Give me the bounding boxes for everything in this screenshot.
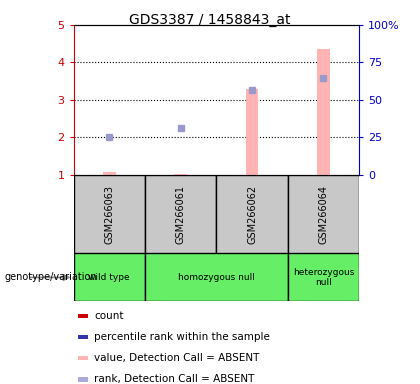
Text: count: count xyxy=(94,311,124,321)
Text: wild type: wild type xyxy=(88,273,130,282)
Bar xyxy=(216,175,288,253)
Bar xyxy=(145,253,288,301)
Text: rank, Detection Call = ABSENT: rank, Detection Call = ABSENT xyxy=(94,374,255,384)
Bar xyxy=(74,253,145,301)
Text: homozygous null: homozygous null xyxy=(178,273,255,282)
Text: GDS3387 / 1458843_at: GDS3387 / 1458843_at xyxy=(129,13,291,27)
Bar xyxy=(74,175,145,253)
Text: heterozygous
null: heterozygous null xyxy=(293,268,354,287)
Text: percentile rank within the sample: percentile rank within the sample xyxy=(94,332,270,342)
Text: genotype/variation: genotype/variation xyxy=(4,272,97,283)
Bar xyxy=(288,253,359,301)
Bar xyxy=(246,89,258,175)
Text: GSM266063: GSM266063 xyxy=(104,185,114,243)
Text: GSM266062: GSM266062 xyxy=(247,185,257,243)
Bar xyxy=(288,175,359,253)
Bar xyxy=(317,49,330,175)
Text: GSM266061: GSM266061 xyxy=(176,185,186,243)
Text: GSM266064: GSM266064 xyxy=(318,185,328,243)
Text: value, Detection Call = ABSENT: value, Detection Call = ABSENT xyxy=(94,353,260,363)
Bar xyxy=(145,175,216,253)
Bar xyxy=(174,174,187,175)
Bar xyxy=(103,172,116,175)
